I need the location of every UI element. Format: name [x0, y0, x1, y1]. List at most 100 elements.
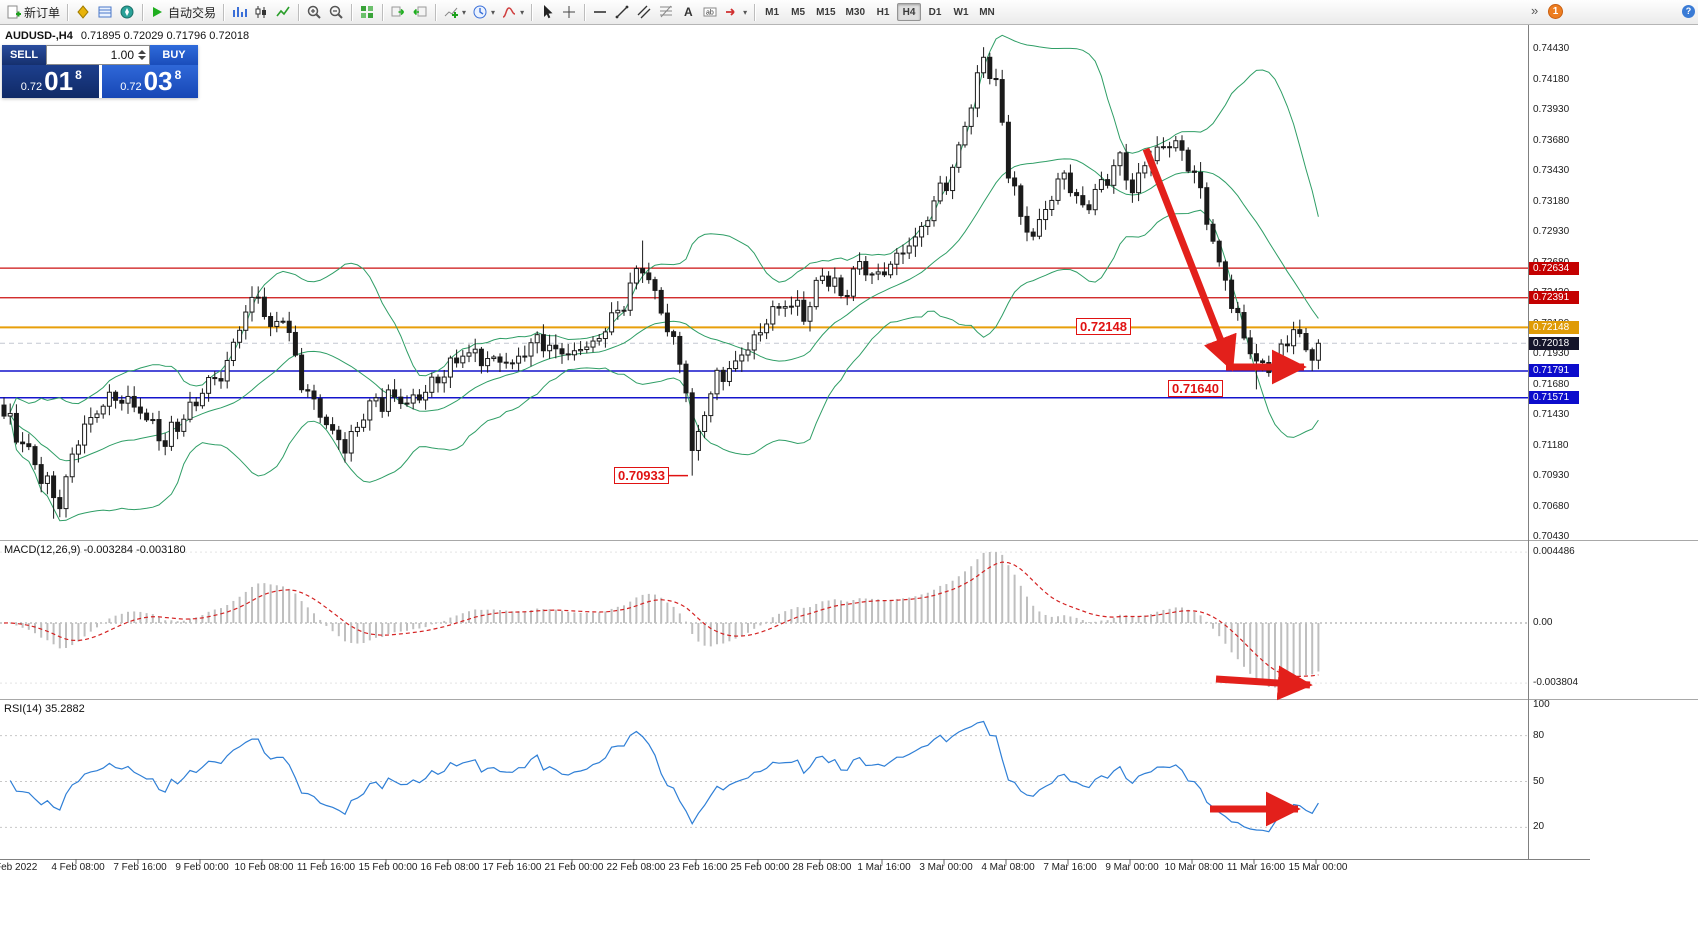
new-chart-icon	[443, 4, 459, 20]
volume-field[interactable]: 1.00	[46, 45, 150, 65]
toolbar-separator	[435, 3, 437, 21]
indicators-button[interactable]: ▾	[498, 2, 527, 22]
fibonacci-button[interactable]	[655, 2, 677, 22]
timeframe-mn-button[interactable]: MN	[979, 7, 995, 18]
macd-signal-line	[3, 561, 1319, 678]
chart-canvas[interactable]	[0, 25, 1698, 942]
market-watch-icon	[75, 4, 91, 20]
profiles-button[interactable]: ▾	[469, 2, 498, 22]
toolbar-separator	[584, 3, 586, 21]
macd-indicator-label: MACD(12,26,9) -0.003284 -0.003180	[4, 544, 186, 556]
bar-chart-icon	[231, 4, 248, 20]
label-icon: ab	[702, 4, 718, 20]
timeframe-d1-button[interactable]: D1	[928, 7, 942, 18]
text-button[interactable]: A	[677, 2, 699, 22]
market-watch-button[interactable]	[72, 2, 94, 22]
spinner-up-icon[interactable]	[138, 50, 146, 54]
zoom-in-button[interactable]	[303, 2, 325, 22]
new-chart-button[interactable]: ▾	[440, 2, 469, 22]
rsi-line	[9, 720, 1319, 833]
fibonacci-icon	[658, 4, 674, 20]
timeframe-m15-button[interactable]: M15	[816, 7, 836, 18]
sell-price[interactable]: 0.72 01 8	[2, 65, 99, 98]
candle-chart-button[interactable]	[250, 2, 272, 22]
cursor-icon	[539, 4, 555, 20]
shapes-button[interactable]: ▾	[721, 2, 750, 22]
h-line-icon	[592, 4, 608, 20]
sell-button[interactable]: SELL	[2, 45, 46, 65]
timeframe-m30-button[interactable]: M30	[845, 7, 865, 18]
bollinger-upper-band	[9, 34, 1319, 413]
auto-scroll-icon	[390, 4, 406, 20]
crosshair-icon	[561, 4, 577, 20]
sideways-arrow-macd[interactable]	[1215, 665, 1313, 701]
toolbar-overflow-chevron[interactable]: »	[1531, 3, 1539, 18]
tile-windows-button[interactable]	[356, 2, 378, 22]
new-order-button-label: 新订单	[24, 5, 61, 20]
dropdown-arrow-icon[interactable]: ▾	[491, 7, 496, 17]
autotrading-button-label: 自动交易	[168, 5, 217, 20]
trendline-button[interactable]	[611, 2, 633, 22]
zoom-out-button[interactable]	[325, 2, 347, 22]
candle-chart-icon	[253, 4, 269, 20]
toolbar-separator	[298, 3, 300, 21]
timeframe-m5-button[interactable]: M5	[791, 7, 806, 18]
horizontal-line-button[interactable]	[589, 2, 611, 22]
label-button[interactable]: ab	[699, 2, 721, 22]
toolbar-separator	[223, 3, 225, 21]
symbol-header: AUDUSD-,H4 0.71895 0.72029 0.71796 0.7201…	[5, 30, 249, 42]
chart-shift-button[interactable]	[409, 2, 431, 22]
channel-button[interactable]	[633, 2, 655, 22]
buy-button[interactable]: BUY	[150, 45, 198, 65]
notification-badge[interactable]: 1	[1548, 4, 1563, 19]
svg-text:ab: ab	[706, 10, 714, 17]
zoom-in-icon	[306, 4, 322, 20]
dropdown-arrow-icon[interactable]: ▾	[462, 7, 467, 17]
tile-windows-icon	[359, 4, 375, 20]
navigator-button[interactable]	[116, 2, 138, 22]
indicators-icon	[501, 4, 517, 20]
navigator-icon	[119, 4, 135, 20]
help-icon[interactable]: ?	[1682, 5, 1695, 18]
shapes-icon	[724, 4, 740, 20]
timeframe-h1-button[interactable]: H1	[876, 7, 890, 18]
sell-price-sup: 8	[75, 68, 82, 82]
profiles-icon	[472, 4, 488, 20]
bollinger-middle-band	[9, 158, 1319, 462]
data-window-button[interactable]	[94, 2, 116, 22]
zoom-out-icon	[328, 4, 344, 20]
spinner-down-icon[interactable]	[138, 56, 146, 60]
data-window-icon	[97, 4, 113, 20]
sell-price-prefix: 0.72	[20, 81, 43, 93]
trend-line-icon	[614, 4, 630, 20]
new-order-button[interactable]: 新订单	[3, 2, 63, 22]
bollinger-lower-band	[9, 209, 1319, 522]
bar-chart-button[interactable]	[228, 2, 250, 22]
timeframe-w1-button[interactable]: W1	[953, 7, 969, 18]
cursor-button[interactable]	[536, 2, 558, 22]
line-chart-button[interactable]	[272, 2, 294, 22]
timeframe-m1-button[interactable]: M1	[765, 7, 780, 18]
auto-scroll-button[interactable]	[387, 2, 409, 22]
svg-text:A: A	[684, 5, 693, 19]
crosshair-button[interactable]	[558, 2, 580, 22]
sell-price-big: 01	[44, 66, 74, 96]
toolbar-separator	[351, 3, 353, 21]
autotrading-button[interactable]: 自动交易	[147, 2, 219, 22]
timeframe-h4-button[interactable]: H4	[897, 3, 921, 21]
autotrade-icon	[150, 4, 166, 20]
chart-window: 0.74430 0.74180 0.73930 0.73680 0.73430 0.731…	[0, 25, 1698, 942]
buy-price[interactable]: 0.72 03 8	[101, 65, 198, 98]
buy-price-prefix: 0.72	[120, 81, 142, 93]
dropdown-arrow-icon[interactable]: ▾	[743, 7, 748, 17]
symbol-ohlc: 0.71895 0.72029 0.71796 0.72018	[80, 30, 250, 42]
down-trend-arrow[interactable]	[1142, 147, 1237, 372]
dropdown-arrow-icon[interactable]: ▾	[520, 7, 525, 17]
new-order-icon	[6, 4, 22, 20]
chart-shift-icon	[412, 4, 428, 20]
toolbar-separator	[142, 3, 144, 21]
volume-spinner[interactable]	[138, 50, 146, 60]
symbol-name: AUDUSD-,H4	[5, 30, 73, 42]
